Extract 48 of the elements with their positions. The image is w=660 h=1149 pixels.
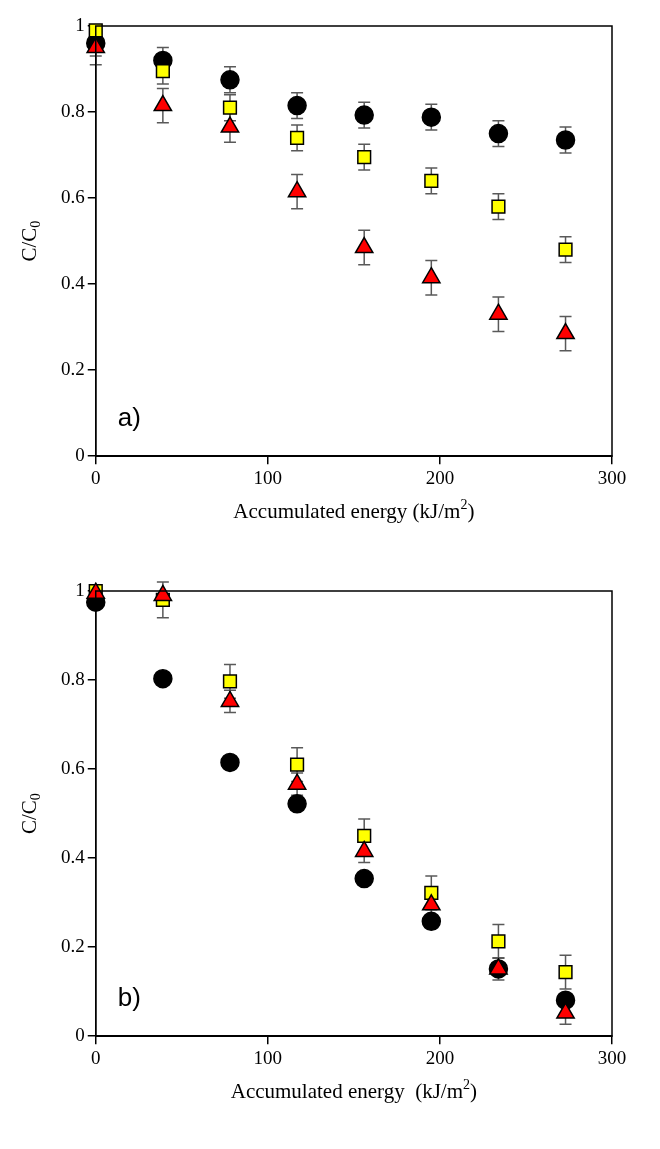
y-tick-label: 0.6 xyxy=(61,186,85,208)
point xyxy=(558,242,573,257)
point xyxy=(354,236,374,254)
y-axis-title: C/C0 xyxy=(16,220,43,262)
point xyxy=(357,150,372,165)
point xyxy=(287,794,307,814)
y-tick-label: 0.4 xyxy=(61,272,86,294)
point xyxy=(491,934,506,949)
x-tick-label: 100 xyxy=(253,466,283,488)
point xyxy=(491,199,506,214)
point xyxy=(220,70,240,90)
y-tick-label: 0.8 xyxy=(61,100,85,122)
x-tick-label: 100 xyxy=(253,1046,283,1068)
point xyxy=(155,64,170,79)
x-tick-label: 300 xyxy=(597,1046,627,1068)
y-tick-label: 1 xyxy=(75,578,85,600)
y-tick-label: 0.6 xyxy=(61,757,85,779)
point xyxy=(354,868,374,889)
annotation: b) xyxy=(117,982,141,1013)
x-tick-label: 0 xyxy=(91,1046,101,1068)
y-tick-label: 0 xyxy=(75,1024,85,1046)
point xyxy=(222,100,238,115)
point xyxy=(421,266,441,284)
y-tick-label: 0.2 xyxy=(61,935,85,957)
x-tick-label: 0 xyxy=(91,466,101,488)
point xyxy=(289,757,305,772)
point xyxy=(222,674,238,689)
y-tick-label: 0 xyxy=(75,444,85,466)
point xyxy=(289,130,305,145)
x-tick-label: 300 xyxy=(597,466,627,488)
point xyxy=(153,668,173,689)
y-tick-label: 0.4 xyxy=(61,846,86,868)
annotation: a) xyxy=(117,402,141,433)
point xyxy=(220,752,240,773)
point xyxy=(287,95,307,116)
point xyxy=(421,911,442,932)
x-tick-label: 200 xyxy=(425,1046,455,1068)
x-tick-label: 200 xyxy=(425,466,455,488)
y-tick-label: 0.2 xyxy=(61,358,85,380)
y-axis-title: C/C0 xyxy=(16,793,43,835)
y-tick-label: 1 xyxy=(75,13,85,35)
point xyxy=(357,828,372,843)
y-tick-label: 0.8 xyxy=(61,668,85,690)
point xyxy=(558,964,573,980)
point xyxy=(287,180,307,198)
point xyxy=(424,173,439,188)
point xyxy=(489,303,508,320)
point xyxy=(556,322,575,340)
